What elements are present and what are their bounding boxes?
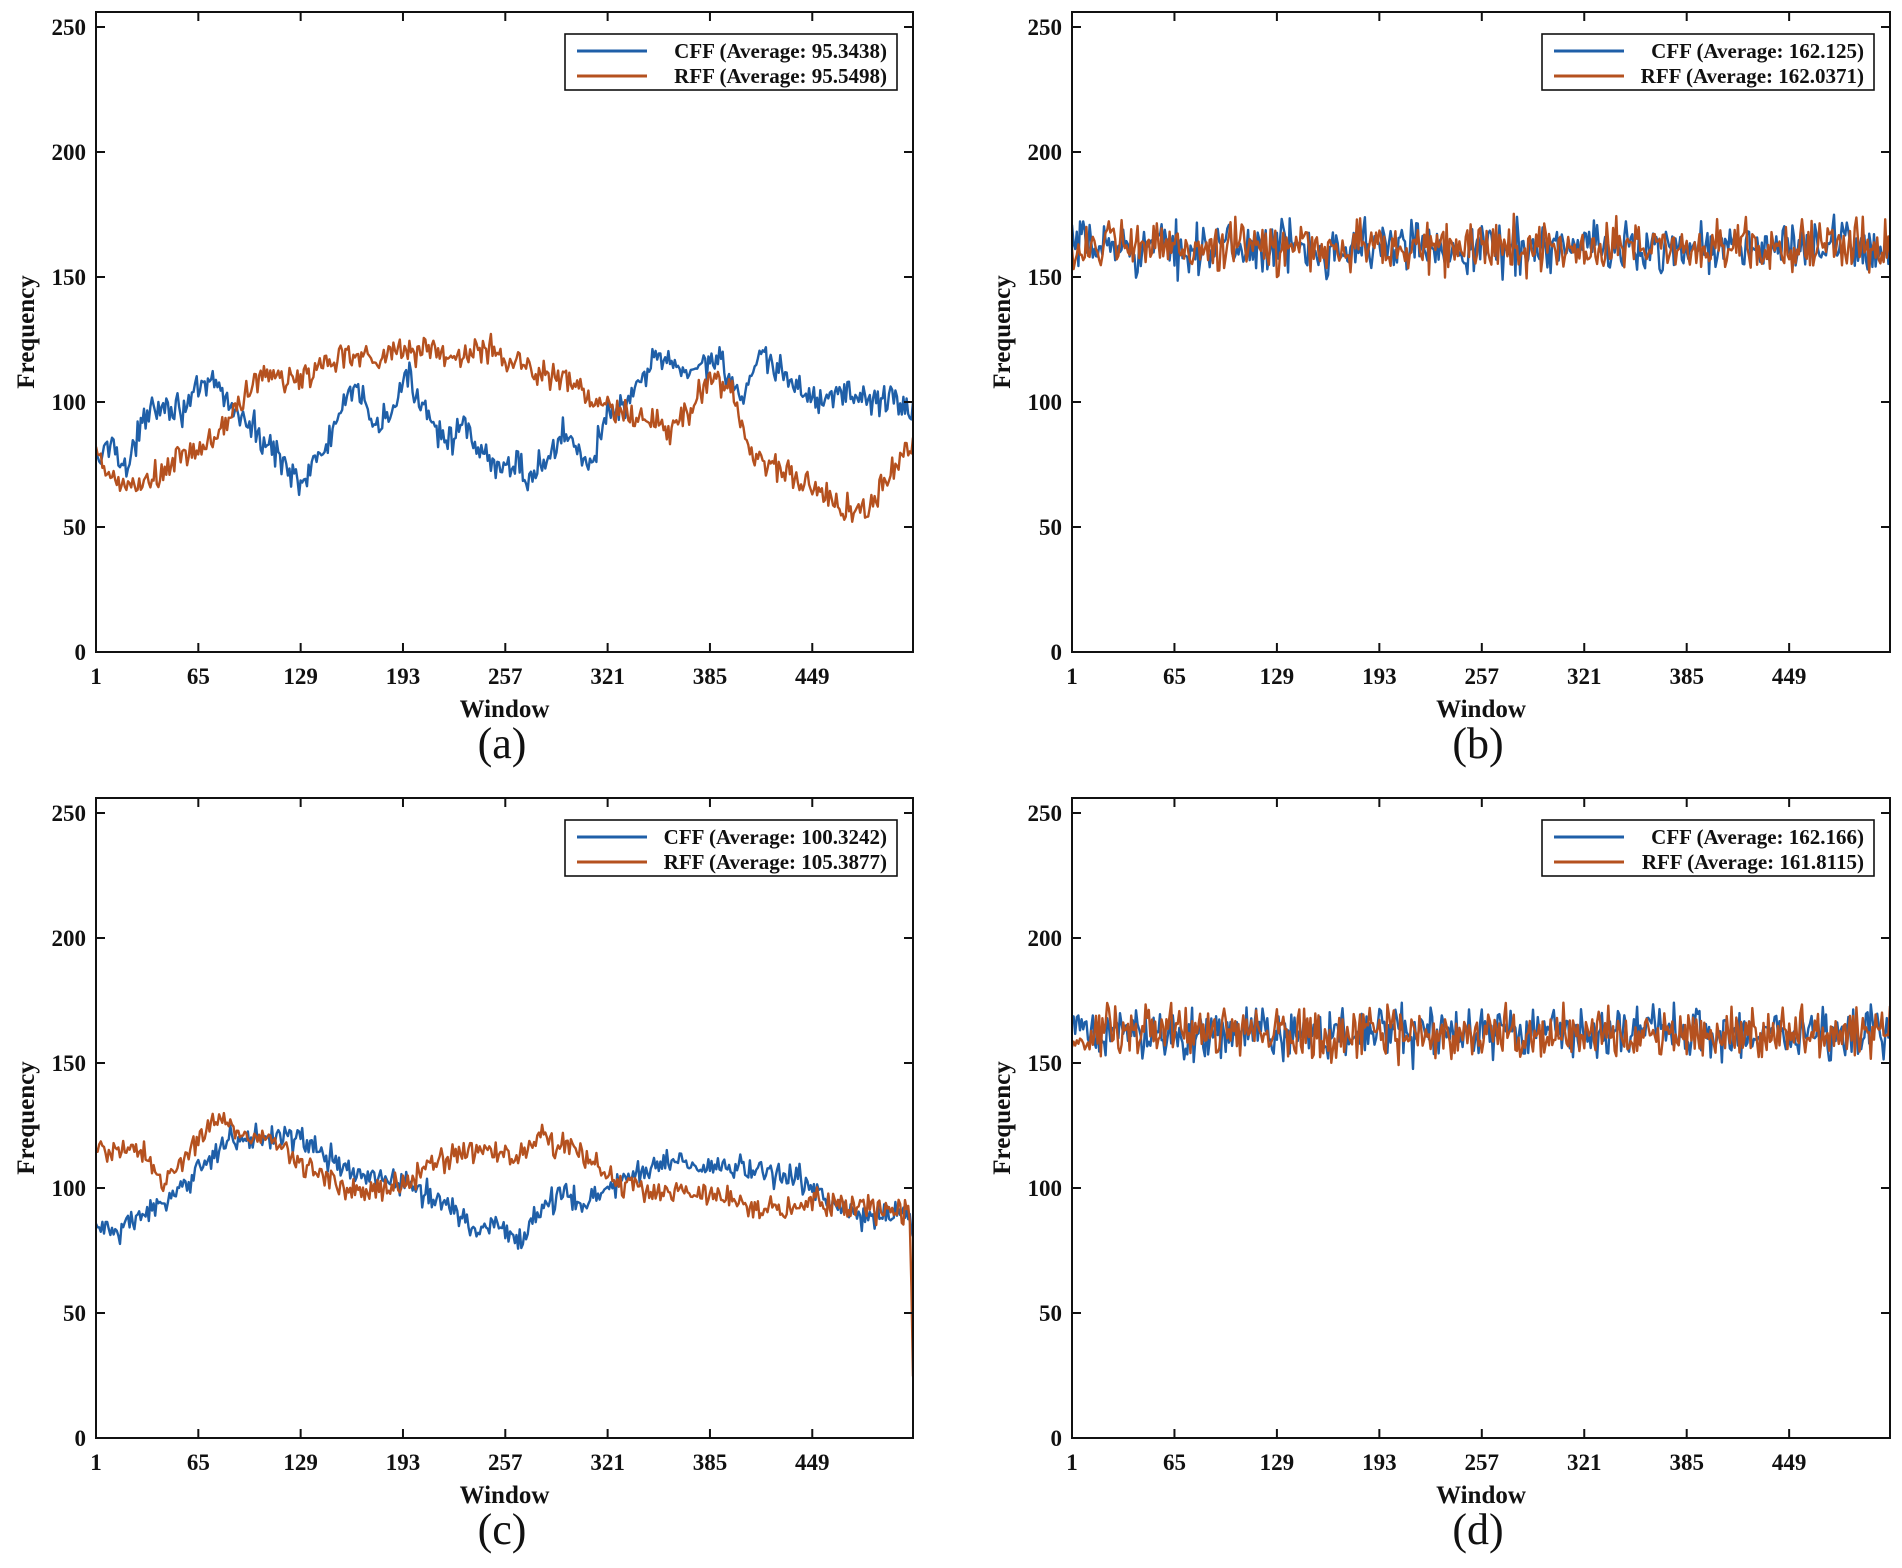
legend-label-cff: CFF (Average: 100.3242) — [664, 825, 887, 849]
x-tick-label: 321 — [590, 1450, 625, 1475]
y-tick-label: 100 — [52, 1176, 87, 1201]
x-tick-label: 449 — [795, 664, 830, 689]
x-tick-label: 193 — [1362, 664, 1397, 689]
y-tick-label: 200 — [52, 140, 87, 165]
series-line-rff — [1072, 212, 1890, 280]
y-tick-label: 250 — [52, 801, 87, 826]
y-tick-label: 200 — [52, 926, 87, 951]
panel-caption: (c) — [478, 1505, 527, 1554]
x-tick-label: 257 — [1465, 1450, 1500, 1475]
x-tick-label: 257 — [488, 664, 523, 689]
x-tick-label: 65 — [187, 1450, 210, 1475]
series-line-rff — [1072, 1001, 1890, 1067]
series-line-rff — [96, 332, 913, 523]
y-axis-label: Frequency — [989, 275, 1016, 389]
legend-label-cff: CFF (Average: 162.125) — [1651, 39, 1864, 63]
x-tick-label: 129 — [283, 1450, 318, 1475]
y-tick-label: 150 — [52, 1051, 87, 1076]
panel-caption: (a) — [478, 719, 527, 768]
x-tick-label: 449 — [1772, 1450, 1807, 1475]
y-tick-label: 250 — [52, 15, 87, 40]
y-tick-label: 0 — [75, 640, 87, 665]
y-tick-label: 100 — [1028, 1176, 1063, 1201]
x-tick-label: 321 — [590, 664, 625, 689]
x-tick-label: 449 — [1772, 664, 1807, 689]
y-axis-label: Frequency — [989, 1061, 1016, 1175]
y-tick-label: 150 — [52, 265, 87, 290]
chart-panel-c: 0 50 100 150 200 250 1 65 129 193 257 321 385 449 Wind… — [13, 797, 914, 1554]
x-tick-label: 385 — [693, 1450, 728, 1475]
y-tick-label: 0 — [1051, 640, 1063, 665]
y-axis-label: Frequency — [13, 1061, 40, 1175]
axes-frame — [95, 11, 914, 653]
x-tick-label: 385 — [1669, 1450, 1704, 1475]
y-tick-label: 250 — [1028, 15, 1063, 40]
axes-frame — [1071, 11, 1891, 653]
legend-box — [564, 819, 898, 877]
legend-label-rff: RFF (Average: 105.3877) — [664, 850, 887, 874]
x-tick-label: 129 — [1260, 1450, 1295, 1475]
x-tick-label: 257 — [488, 1450, 523, 1475]
y-tick-label: 50 — [63, 1301, 86, 1326]
chart-panel-a: 0 50 100 150 200 250 1 65 129 193 257 321 385 449 Wind… — [13, 11, 914, 768]
y-tick-label: 50 — [1039, 1301, 1062, 1326]
x-tick-label: 65 — [1163, 1450, 1186, 1475]
x-tick-label: 1 — [90, 664, 102, 689]
x-tick-label: 321 — [1567, 664, 1602, 689]
x-tick-label: 385 — [693, 664, 728, 689]
series-line-cff — [96, 1122, 913, 1250]
x-tick-label: 1 — [90, 1450, 102, 1475]
x-tick-label: 321 — [1567, 1450, 1602, 1475]
x-tick-label: 1 — [1066, 1450, 1078, 1475]
x-axis-label: Window — [460, 1482, 550, 1509]
panel-caption: (d) — [1452, 1505, 1503, 1554]
y-axis-label: Frequency — [13, 275, 40, 389]
x-axis-label: Window — [460, 696, 550, 723]
series-line-cff — [1072, 1001, 1890, 1071]
y-tick-label: 50 — [63, 515, 86, 540]
legend-label-rff: RFF (Average: 95.5498) — [674, 64, 887, 88]
legend-label-cff: CFF (Average: 162.166) — [1651, 825, 1864, 849]
series-line-rff — [96, 1111, 913, 1377]
y-tick-label: 150 — [1028, 1051, 1063, 1076]
x-tick-label: 193 — [386, 664, 421, 689]
x-tick-label: 65 — [1163, 664, 1186, 689]
y-tick-label: 200 — [1028, 926, 1063, 951]
x-tick-label: 129 — [283, 664, 318, 689]
x-axis-label: Window — [1436, 1482, 1526, 1509]
legend-box — [1541, 33, 1875, 91]
legend-box — [1541, 819, 1875, 877]
panel-caption: (b) — [1452, 719, 1503, 768]
y-tick-label: 100 — [52, 390, 87, 415]
legend-box — [564, 33, 898, 91]
y-tick-label: 0 — [1051, 1426, 1063, 1451]
x-tick-label: 257 — [1465, 664, 1500, 689]
y-tick-label: 0 — [75, 1426, 87, 1451]
legend-label-cff: CFF (Average: 95.3438) — [674, 39, 887, 63]
x-tick-label: 193 — [386, 1450, 421, 1475]
chart-panel-b: 0 50 100 150 200 250 1 65 129 193 257 321 385 449 Wind… — [989, 11, 1891, 768]
y-tick-label: 250 — [1028, 801, 1063, 826]
y-tick-label: 150 — [1028, 265, 1063, 290]
axes-frame — [1071, 797, 1891, 1439]
x-tick-label: 129 — [1260, 664, 1295, 689]
y-tick-label: 200 — [1028, 140, 1063, 165]
x-tick-label: 449 — [795, 1450, 830, 1475]
y-tick-label: 100 — [1028, 390, 1063, 415]
legend-label-rff: RFF (Average: 162.0371) — [1641, 64, 1864, 88]
y-tick-label: 50 — [1039, 515, 1062, 540]
x-tick-label: 65 — [187, 664, 210, 689]
x-tick-label: 385 — [1669, 664, 1704, 689]
legend-label-rff: RFF (Average: 161.8115) — [1642, 850, 1864, 874]
x-tick-label: 1 — [1066, 664, 1078, 689]
chart-panel-d: 0 50 100 150 200 250 1 65 129 193 257 321 385 449 Wind… — [989, 797, 1891, 1554]
x-axis-label: Window — [1436, 696, 1526, 723]
x-tick-label: 193 — [1362, 1450, 1397, 1475]
